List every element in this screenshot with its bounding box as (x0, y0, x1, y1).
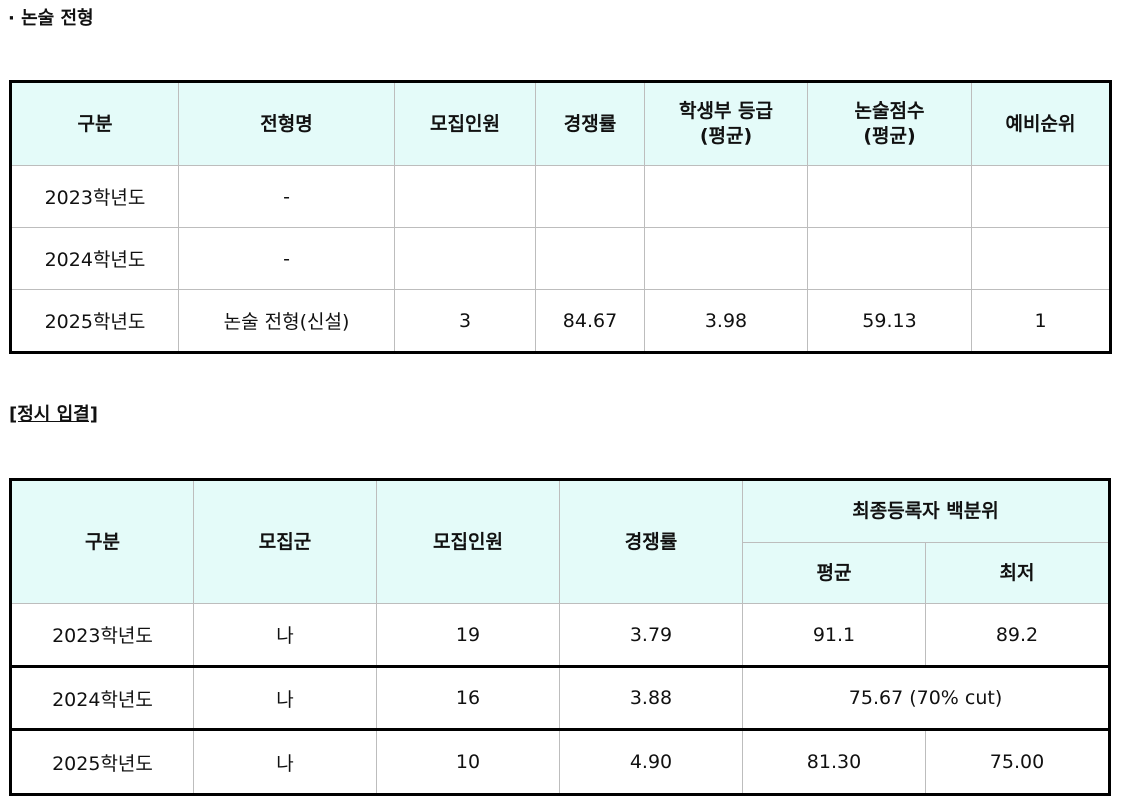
cell: 3 (394, 289, 536, 353)
cell: 2023학년도 (10, 165, 179, 228)
subheader-row: 평균 최저 (11, 542, 1110, 604)
cell: 1 (971, 289, 1111, 353)
cell (535, 165, 645, 228)
cell: 나 (193, 665, 377, 730)
cell: 3.79 (559, 603, 743, 667)
header-cell: 전형명 (178, 81, 395, 166)
section-title-essay: · 논술 전형 (8, 8, 94, 29)
cell: 2024학년도 (10, 665, 194, 730)
cell: 19 (376, 603, 560, 667)
header-cell: 논술점수 (평균) (807, 81, 972, 166)
header-line: 학생부 등급 (678, 100, 773, 123)
cell: 2025학년도 (10, 289, 179, 353)
cell (394, 227, 536, 290)
header-cell: 학생부 등급 (평균) (644, 81, 808, 166)
cell: 16 (376, 665, 560, 730)
cell: 91.1 (742, 603, 926, 667)
table-row: 2023학년도 나 19 3.79 91.1 89.2 (10, 603, 1110, 667)
cell (535, 227, 645, 290)
cell: 75.00 (925, 728, 1110, 795)
header-cell: 경쟁률 (559, 479, 743, 604)
cell: 59.13 (807, 289, 972, 353)
header-row: 구분 전형명 모집인원 경쟁률 학생부 등급 (평균) 논술점수 (평균) 예비순위 (10, 81, 1111, 166)
header-cell: 예비순위 (971, 81, 1111, 166)
header-cell: 모집군 (193, 479, 377, 604)
table-row: 2025학년도 논술 전형(신설) 3 84.67 3.98 59.13 1 (10, 289, 1111, 353)
cell (644, 227, 808, 290)
cell: 84.67 (535, 289, 645, 353)
header-cell: 최저 (925, 542, 1110, 604)
section-title-regular: [정시 입결] (9, 404, 98, 425)
table-row: 2024학년도 나 16 3.88 75.67 (70% cut) (10, 665, 1110, 730)
cell: 75.67 (70% cut) (742, 665, 1110, 730)
cell (971, 165, 1111, 228)
regular-admission-table: 구분 모집군 모집인원 경쟁률 최종등록자 백분위 평균 최저 2023학년도 나… (9, 478, 1111, 796)
header-cell: 최종등록자 백분위 (742, 479, 1110, 543)
header-cell: 모집인원 (376, 479, 560, 604)
table-row: 2025학년도 나 10 4.90 81.30 75.00 (10, 728, 1110, 795)
cell: 89.2 (925, 603, 1110, 667)
cell (807, 227, 972, 290)
cell (644, 165, 808, 228)
cell: 3.98 (644, 289, 808, 353)
cell: 2023학년도 (10, 603, 194, 667)
table-row: 2023학년도 - (10, 165, 1111, 228)
header-cell: 경쟁률 (535, 81, 645, 166)
header-cell: 평균 (742, 542, 926, 604)
header-cell: 모집인원 (394, 81, 536, 166)
header-cell: 구분 (10, 81, 179, 166)
cell: - (178, 227, 395, 290)
cell: 2024학년도 (10, 227, 179, 290)
cell (807, 165, 972, 228)
cell: 2025학년도 (10, 728, 194, 795)
cell: - (178, 165, 395, 228)
cell: 4.90 (559, 728, 743, 795)
cell: 나 (193, 728, 377, 795)
header-line: 논술점수 (854, 100, 925, 123)
header-line: (평균) (863, 125, 916, 147)
cell: 3.88 (559, 665, 743, 730)
header-row: 구분 모집군 모집인원 경쟁률 최종등록자 백분위 (10, 479, 1110, 604)
essay-admission-table: 구분 전형명 모집인원 경쟁률 학생부 등급 (평균) 논술점수 (평균) 예비순위… (9, 80, 1112, 354)
cell: 10 (376, 728, 560, 795)
header-line: (평균) (699, 125, 753, 147)
cell: 나 (193, 603, 377, 667)
cell: 81.30 (742, 728, 926, 795)
header-cell: 구분 (10, 479, 194, 604)
cell (971, 227, 1111, 290)
cell: 논술 전형(신설) (178, 289, 395, 353)
table-row: 2024학년도 - (10, 227, 1111, 290)
cell (394, 165, 536, 228)
